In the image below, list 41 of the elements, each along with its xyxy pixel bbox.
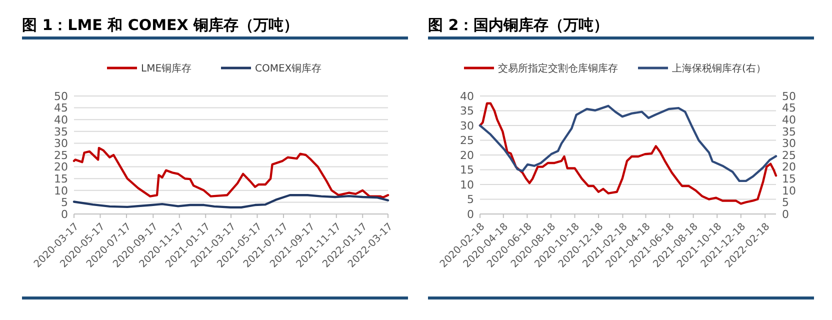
y-tick-label: 0 — [61, 208, 68, 221]
chart-title: 图 1：LME 和 COMEX 铜库存（万吨） — [22, 16, 299, 34]
y-tick-label: 35 — [460, 104, 474, 118]
chart-title: 图 2：国内铜库存（万吨） — [428, 16, 609, 34]
y-tick-label: 20 — [460, 148, 474, 162]
y-tick-label: 15 — [54, 172, 68, 186]
line-series — [478, 104, 778, 182]
y-tick-label: 10 — [460, 178, 474, 192]
y2-tick-label: 25 — [782, 148, 796, 162]
y-tick-label: 25 — [460, 134, 474, 148]
line-series — [72, 194, 390, 208]
y2-tick-label: 30 — [782, 137, 796, 150]
line-series — [478, 102, 778, 205]
legend-label: LME铜库存 — [141, 62, 192, 74]
y2-tick-label: 5 — [782, 196, 789, 210]
y-tick-label: 5 — [467, 193, 474, 206]
y2-tick-label: 45 — [782, 102, 796, 115]
y-tick-label: 30 — [54, 137, 68, 150]
y2-tick-label: 20 — [782, 160, 796, 174]
y2-tick-label: 40 — [782, 113, 796, 126]
y-tick-label: 15 — [460, 164, 474, 177]
y-tick-label: 20 — [54, 160, 68, 174]
y2-tick-label: 0 — [782, 208, 789, 221]
y-tick-label: 35 — [54, 125, 68, 138]
y-tick-label: 45 — [54, 102, 68, 115]
y-tick-label: 10 — [54, 184, 68, 198]
legend-label: 交易所指定交割仓库铜库存 — [498, 62, 618, 74]
y2-tick-label: 50 — [782, 90, 796, 103]
y-tick-label: 25 — [54, 148, 68, 162]
y2-tick-label: 35 — [782, 125, 796, 138]
y2-tick-label: 15 — [782, 172, 796, 186]
line-series — [72, 146, 390, 199]
y-tick-label: 0 — [467, 208, 474, 221]
legend-label: COMEX铜库存 — [255, 62, 322, 74]
y-tick-label: 30 — [460, 119, 474, 132]
y-tick-label: 50 — [54, 90, 68, 103]
legend-label: 上海保税铜库存(右） — [672, 62, 766, 74]
y-tick-label: 40 — [54, 113, 68, 126]
y-tick-label: 40 — [460, 90, 474, 103]
y-tick-label: 5 — [61, 196, 68, 210]
y2-tick-label: 10 — [782, 184, 796, 198]
